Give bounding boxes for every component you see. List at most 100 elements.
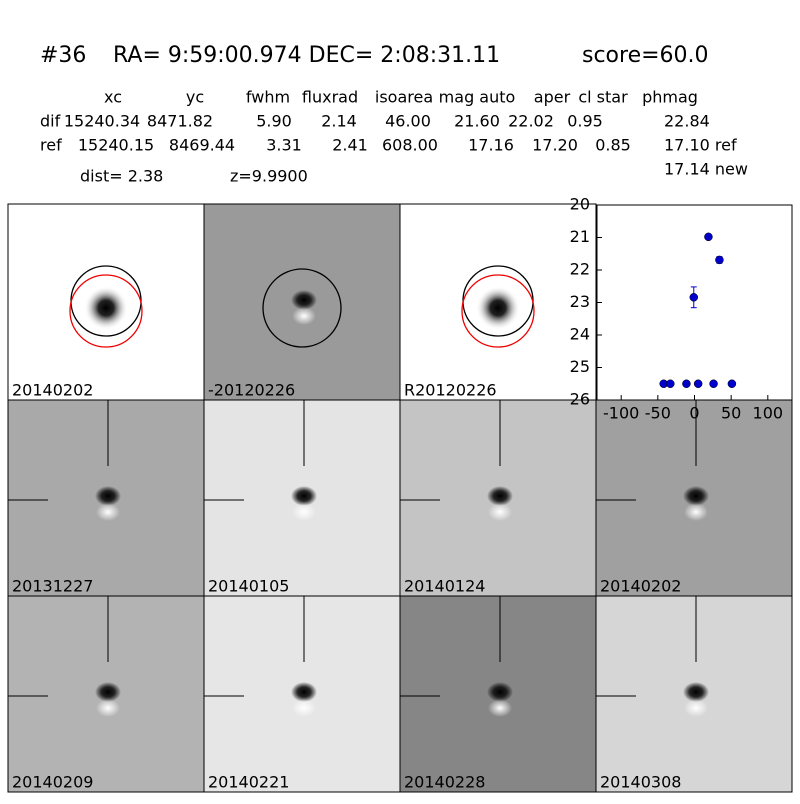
column-header: fluxrad (302, 88, 358, 107)
residual-light (684, 699, 708, 717)
residual-dark (95, 682, 121, 702)
data-point (682, 379, 691, 388)
table-cell: 0.85 (595, 136, 631, 155)
residual-light (684, 503, 708, 521)
y-tick-label: 22 (570, 260, 590, 279)
residual-dark (291, 290, 317, 310)
image-panel: R20120226 (399, 203, 597, 401)
y-tick-label: 20 (570, 195, 590, 214)
residual-dark (95, 486, 121, 506)
residual-dark (487, 486, 513, 506)
table-cell: 3.31 (266, 136, 302, 155)
y-tick-label: 24 (570, 325, 590, 344)
residual-light (292, 699, 316, 717)
data-point (704, 232, 713, 242)
column-header: mag auto (439, 88, 516, 107)
table-cell: 15240.34 (64, 112, 140, 131)
table-cell: 2.14 (321, 112, 357, 131)
phmag-new: 17.14 new (664, 160, 748, 179)
image-panel: 20140308 (595, 595, 793, 793)
data-point (693, 379, 703, 388)
image-panel: 20140202 (7, 203, 205, 401)
panel-label: -20120226 (208, 381, 295, 400)
table-cell: 608.00 (382, 136, 438, 155)
score: score=60.0 (582, 43, 709, 68)
table-cell: 8471.82 (147, 112, 213, 131)
residual-dark (291, 682, 317, 702)
panel-label: 20140209 (12, 773, 93, 792)
x-tick-label: 50 (721, 404, 741, 423)
candidate-id: #36 (40, 43, 86, 68)
residual-dark (291, 486, 317, 506)
coordinates: RA= 9:59:00.974 DEC= 2:08:31.11 (113, 43, 500, 68)
image-panel: 20140209 (7, 595, 205, 793)
residual-light (96, 503, 120, 521)
column-header: aper (534, 88, 571, 107)
star (476, 286, 520, 330)
table-cell: 21.60 (454, 112, 500, 131)
image-panel: -20120226 (203, 203, 401, 401)
x-tick-label: -100 (603, 404, 639, 423)
column-header: fwhm (246, 88, 290, 107)
y-tick-label: 25 (570, 357, 590, 376)
table-cell: 22.02 (508, 112, 554, 131)
column-header: yc (186, 88, 204, 107)
panel-label: 20140202 (12, 381, 93, 400)
y-tick-label: 21 (570, 227, 590, 246)
table-cell: dif (40, 112, 61, 131)
data-point (727, 379, 737, 388)
column-header: xc (104, 88, 122, 107)
y-tick-label: 23 (570, 292, 590, 311)
residual-light (488, 699, 512, 717)
panel-label: 20140308 (600, 773, 681, 792)
residual-dark (683, 682, 709, 702)
aperture (461, 274, 535, 348)
column-header: cl star (578, 88, 628, 107)
data-point (715, 255, 724, 265)
table-cell: 17.20 (532, 136, 578, 155)
star (84, 286, 128, 330)
x-tick-label: 0 (689, 404, 699, 423)
panel-label: 20131227 (12, 577, 93, 596)
image-panel: 20140105 (203, 399, 401, 597)
column-header: isoarea (375, 88, 433, 107)
table-cell: 17.16 (468, 136, 514, 155)
panel-label: R20120226 (404, 381, 497, 400)
table-cell: 46.00 (385, 112, 431, 131)
residual-dark (683, 486, 709, 506)
z: z=9.9900 (230, 167, 308, 186)
aperture (262, 268, 342, 348)
residual-light (96, 699, 120, 717)
residual-light (292, 503, 316, 521)
panel-label: 20140124 (404, 577, 485, 596)
residual-light (488, 503, 512, 521)
data-point (666, 379, 675, 388)
table-cell: 8469.44 (169, 136, 235, 155)
table-cell: 22.84 (664, 112, 710, 131)
panel-label: 20140221 (208, 773, 289, 792)
y-tick-label: 26 (570, 390, 590, 409)
panel-label: 20140228 (404, 773, 485, 792)
image-panel: 20131227 (7, 399, 205, 597)
image-panel: 20140221 (203, 595, 401, 793)
table-cell: 5.90 (256, 112, 292, 131)
table-cell: 2.41 (332, 136, 368, 155)
x-tick-label: 100 (753, 404, 784, 423)
aperture (69, 274, 143, 348)
table-cell: 17.10 ref (664, 136, 737, 155)
plot-area (596, 204, 793, 401)
panel-label: 20140105 (208, 577, 289, 596)
image-panel: 20140228 (399, 595, 597, 793)
column-header: phmag (642, 88, 698, 107)
image-panel: 20140124 (399, 399, 597, 597)
dist: dist= 2.38 (80, 167, 163, 186)
residual-dark (487, 682, 513, 702)
image-panel: 20140202 (595, 399, 793, 597)
x-tick-label: -50 (645, 404, 671, 423)
table-cell: ref (40, 136, 62, 155)
data-point (689, 293, 699, 302)
panel-label: 20140202 (600, 577, 681, 596)
table-cell: 0.95 (567, 112, 603, 131)
panel-border (595, 595, 793, 793)
